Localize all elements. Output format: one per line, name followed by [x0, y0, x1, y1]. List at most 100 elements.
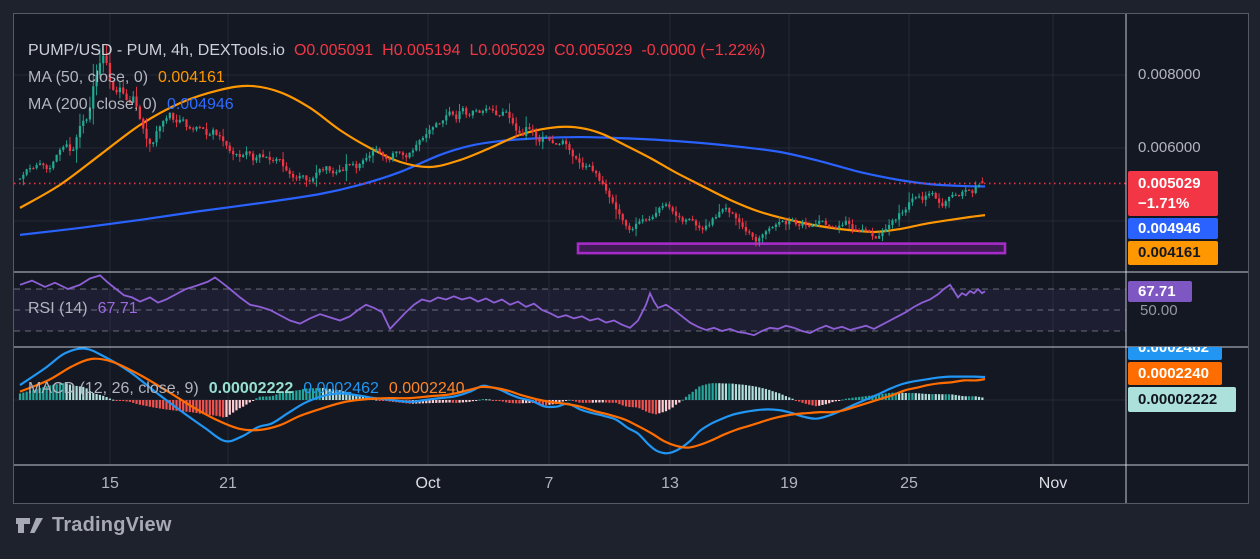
candle-body: [78, 125, 82, 138]
candle-body: [678, 215, 681, 218]
ma50-legend-row[interactable]: MA (50, close, 0) 0.004161: [28, 64, 765, 91]
candle-body: [425, 134, 428, 138]
candle-body: [831, 226, 834, 228]
time-axis-label[interactable]: Oct: [415, 475, 441, 492]
candle-body: [242, 155, 245, 157]
macd-signal-line[interactable]: [19, 357, 986, 449]
candle-body: [724, 207, 728, 210]
time-axis-label[interactable]: Nov: [1038, 475, 1068, 492]
ohlc-open: O0.005091: [293, 41, 374, 59]
time-axis[interactable]: 15 21 Oct 7 13 19 25 Nov: [14, 465, 1126, 503]
price-pane[interactable]: [14, 45, 1126, 255]
candle-body: [731, 212, 734, 214]
candle-body: [65, 144, 68, 147]
symbol-title: PUMP/USD - PUM, 4h, DEXTools.io: [28, 41, 285, 59]
macd-histogram-bar: [468, 400, 471, 402]
macd-histogram-bar: [301, 389, 305, 400]
candle-body: [951, 194, 954, 197]
macd-histogram-bar: [738, 384, 741, 400]
candle-body: [165, 118, 168, 122]
support-zone-rect[interactable]: [576, 242, 1007, 255]
rsi-pane[interactable]: [14, 274, 1126, 337]
rsi-value: 67.71: [97, 300, 138, 317]
candle-body: [828, 224, 831, 227]
macd-histogram-bar: [791, 398, 794, 400]
candle-body: [138, 106, 141, 119]
candle-body: [525, 127, 528, 136]
ma200-line[interactable]: [19, 135, 986, 236]
candle-body: [315, 172, 318, 179]
candle-body: [371, 150, 375, 156]
macd-histogram-bar: [445, 400, 448, 403]
symbol-row[interactable]: PUMP/USD - PUM, 4h, DEXTools.io O0.00509…: [28, 37, 765, 64]
candle-body: [85, 119, 88, 121]
candle-body: [148, 138, 151, 144]
chart-canvas[interactable]: [14, 14, 1248, 503]
candle-body: [132, 96, 135, 103]
candle-body: [411, 150, 415, 153]
candle-body: [771, 226, 774, 229]
macd-histogram-bar: [145, 400, 148, 407]
macd-histogram-bar: [811, 400, 814, 406]
candle-body: [924, 195, 927, 200]
candle-body: [711, 218, 714, 225]
macd-histogram-bar: [594, 400, 598, 403]
candle-body: [95, 74, 98, 87]
candle-body: [758, 237, 761, 242]
macd-histogram-bar: [385, 400, 388, 402]
rsi-legend-row[interactable]: RSI (14) 67.71: [28, 298, 138, 320]
candle-body: [937, 198, 941, 203]
candle-body: [192, 128, 195, 130]
chart-widget[interactable]: PUMP/USD - PUM, 4h, DEXTools.io O0.00509…: [13, 13, 1249, 504]
candle-body: [714, 217, 718, 219]
current-price-badge-text: 0.005029: [1138, 174, 1201, 192]
candle-body: [648, 219, 651, 221]
macd-histogram-bar: [838, 400, 841, 401]
candle-body: [122, 87, 125, 94]
candle-body: [844, 220, 847, 225]
candle-body: [175, 119, 178, 123]
candle-body: [345, 164, 348, 171]
ohlc-close: C0.005029: [554, 41, 633, 59]
macd-histogram-bar: [957, 395, 961, 400]
macd-histogram-bar: [694, 389, 698, 400]
candle-body: [25, 169, 28, 175]
candle-body: [788, 220, 791, 225]
candle-body: [212, 129, 215, 135]
tradingview-logo-icon: [16, 518, 43, 533]
time-axis-label[interactable]: 19: [780, 475, 798, 492]
candle-body: [68, 144, 72, 151]
macd-histogram-bar: [541, 400, 544, 406]
macd-histogram-bar: [881, 394, 884, 400]
candle-body: [38, 163, 42, 165]
time-axis-label[interactable]: 13: [661, 475, 679, 492]
candle-body: [688, 218, 691, 220]
time-axis-label[interactable]: 21: [219, 475, 237, 492]
macd-signal-badge-text: 0.0002240: [1138, 364, 1209, 382]
macd-pane[interactable]: [18, 347, 986, 455]
ma200-value: 0.004946: [166, 95, 234, 113]
candle-body: [518, 130, 521, 133]
rsi-line[interactable]: [19, 274, 986, 337]
candle-body: [92, 86, 95, 109]
price-axis[interactable]: 0.008000 0.006000 0.005029 −1.71% 0.004946 0.…: [1126, 14, 1248, 503]
time-axis-label[interactable]: 15: [101, 475, 119, 492]
candle-body: [28, 168, 32, 170]
macd-histogram-bar: [341, 391, 345, 400]
time-axis-label[interactable]: 25: [900, 475, 918, 492]
macd-histogram-bar: [941, 394, 944, 400]
candle-body: [841, 224, 844, 226]
candle-body: [934, 193, 937, 199]
time-axis-label[interactable]: 7: [544, 475, 554, 492]
candle-body: [914, 197, 917, 199]
macd-histogram-bar: [212, 400, 215, 416]
candle-body: [58, 149, 62, 155]
candle-body: [55, 154, 58, 162]
ma200-legend-row[interactable]: MA (200, close, 0) 0.004946: [28, 91, 765, 118]
candle-body: [152, 142, 155, 144]
candle-body: [674, 211, 678, 216]
candle-body: [901, 212, 904, 214]
macd-histogram-bar: [801, 400, 804, 403]
tradingview-watermark[interactable]: TradingView: [16, 514, 172, 537]
macd-legend-row[interactable]: MACD (12, 26, close, 9) 0.00002222 0.000…: [28, 378, 465, 400]
